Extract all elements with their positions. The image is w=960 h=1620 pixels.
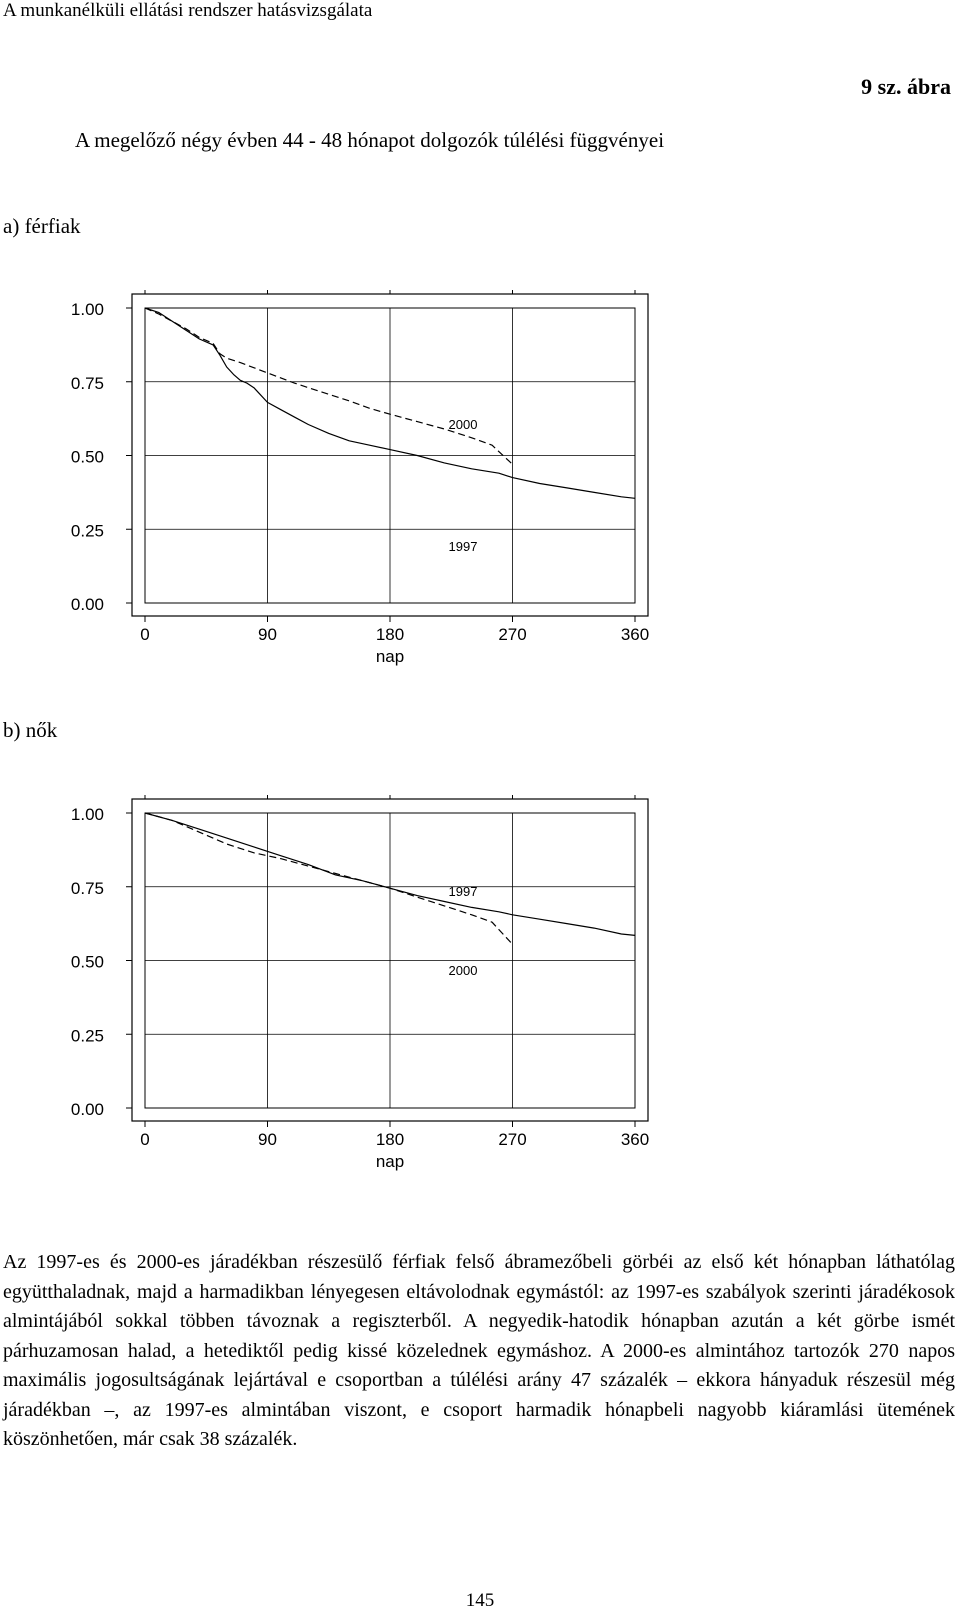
x-tick-label: 90 (258, 625, 277, 644)
page-number: 145 (465, 1590, 495, 1611)
body-paragraph: Az 1997-es és 2000-es járadékban részesü… (3, 1251, 955, 1450)
x-tick-label: 180 (376, 1130, 404, 1149)
running-header: A munkanélküli ellátási rendszer hatásvi… (3, 0, 373, 21)
y-tick-label: 0.00 (71, 1100, 104, 1119)
x-axis-label: nap (376, 1152, 404, 1171)
x-tick-label: 180 (376, 625, 404, 644)
survival-chart-men: 1.00 0.75 0.50 0.25 0.00 0 90 180 270 360 nap 2000 1… (71, 290, 649, 666)
panel-a-label: a) férfiak (3, 214, 81, 238)
x-tick-label: 360 (621, 1130, 649, 1149)
y-tick-label: 0.50 (71, 953, 104, 972)
figure-title: A megelőző négy évben 44 - 48 hónapot do… (75, 128, 665, 152)
series-label-1997: 1997 (449, 884, 478, 899)
y-tick-label: 0.75 (71, 879, 104, 898)
survival-chart-women: 1.00 0.75 0.50 0.25 0.00 0 90 180 270 360 nap 1997 2… (71, 795, 649, 1171)
y-tick-label: 0.75 (71, 374, 104, 393)
series-label-2000: 2000 (449, 417, 478, 432)
series-line-1997 (144, 812, 636, 936)
series-line-1997 (144, 307, 636, 499)
series-line-2000 (144, 307, 513, 465)
x-tick-label: 0 (140, 1130, 149, 1149)
series-label-1997: 1997 (449, 539, 478, 554)
y-tick-label: 0.25 (71, 521, 104, 540)
x-tick-label: 90 (258, 1130, 277, 1149)
y-tick-label: 0.00 (71, 595, 104, 614)
y-tick-label: 0.50 (71, 448, 104, 467)
x-tick-label: 0 (140, 625, 149, 644)
x-axis-label: nap (376, 647, 404, 666)
x-tick-label: 270 (498, 625, 526, 644)
x-tick-label: 270 (498, 1130, 526, 1149)
panel-b-label: b) nők (3, 718, 58, 742)
y-tick-label: 0.25 (71, 1026, 104, 1045)
x-tick-label: 360 (621, 625, 649, 644)
series-line-2000 (144, 812, 513, 945)
y-tick-label: 1.00 (71, 300, 104, 319)
figure-number: 9 sz. ábra (861, 74, 951, 99)
series-label-2000: 2000 (449, 963, 478, 978)
y-tick-label: 1.00 (71, 805, 104, 824)
